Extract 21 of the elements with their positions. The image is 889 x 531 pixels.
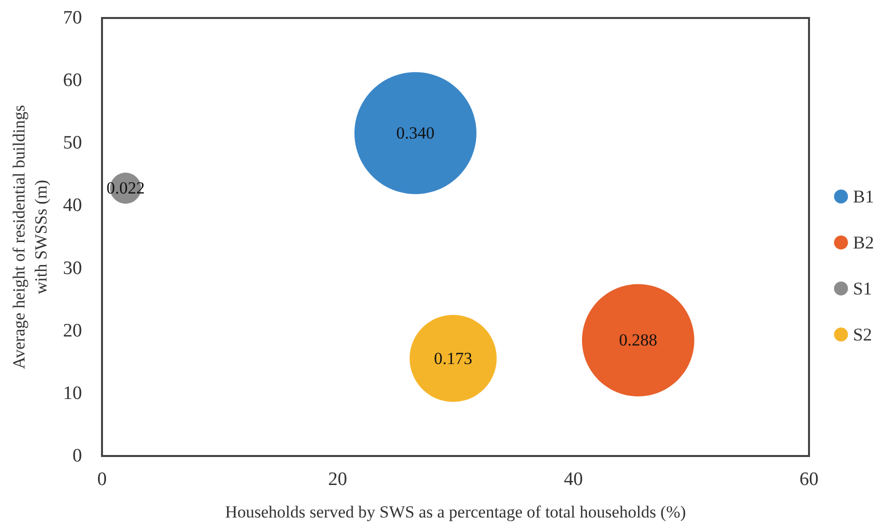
data-label: 0.173 — [434, 348, 472, 368]
x-tick-label: 60 — [800, 469, 818, 490]
y-tick-label: 30 — [63, 258, 82, 279]
y-tick-label: 0 — [72, 446, 82, 466]
y-tick-label: 40 — [63, 195, 82, 216]
y-axis-title: Average height of residential buildings with SWSSs (m) — [10, 104, 50, 370]
y-tick-label: 10 — [63, 382, 82, 404]
x-tick-label: 20 — [328, 469, 348, 490]
y-tick-label: 60 — [63, 70, 82, 92]
y-tick-label: 50 — [63, 132, 82, 154]
x-tick-label: 40 — [564, 469, 583, 490]
x-axis-title: Households served by SWS as a percentage of total households (%) — [225, 502, 686, 522]
y-tick-label: 20 — [63, 320, 82, 342]
data-label: 0.340 — [396, 124, 435, 143]
legend-label: B1 — [852, 186, 874, 206]
legend-label: S2 — [852, 324, 872, 344]
legend-label: S1 — [852, 278, 872, 298]
y-tick-label: 70 — [63, 8, 82, 28]
legend-label: B2 — [852, 232, 874, 252]
x-tick-label: 0 — [97, 469, 107, 490]
data-label: 0.288 — [619, 330, 658, 350]
